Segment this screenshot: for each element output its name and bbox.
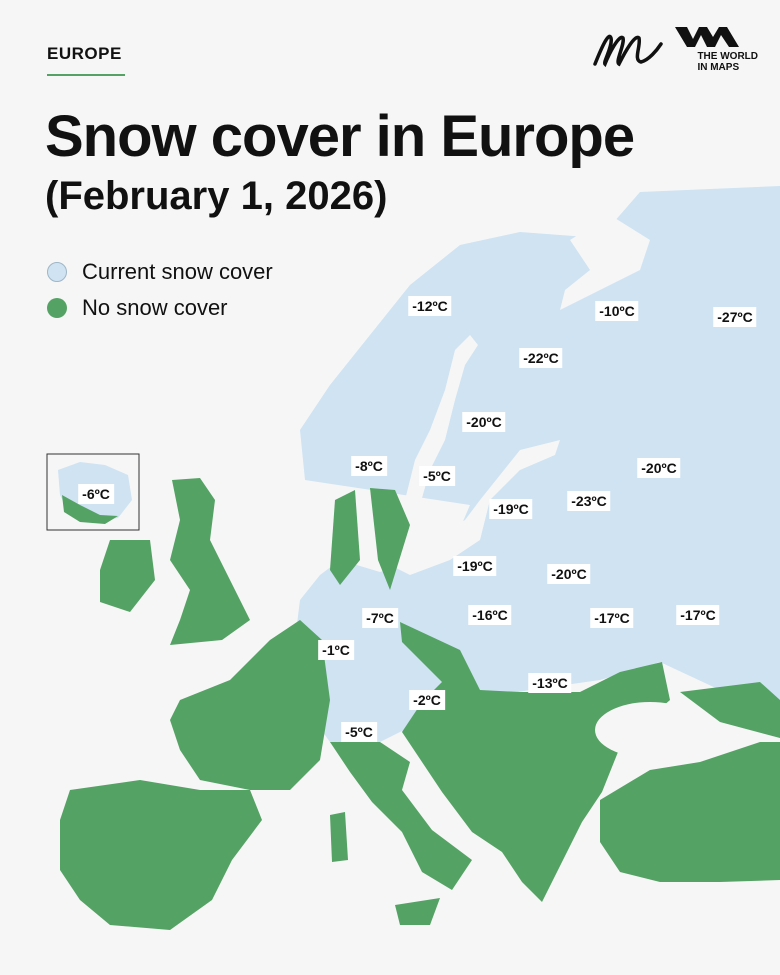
temp-label: -13ºC bbox=[528, 673, 572, 693]
no-snow-swatch bbox=[47, 298, 67, 318]
legend-label: No snow cover bbox=[82, 295, 228, 320]
page-subtitle: (February 1, 2026) bbox=[45, 174, 388, 218]
temp-label: -23ºC bbox=[567, 491, 611, 511]
no-snow-regions bbox=[60, 478, 780, 930]
temp-label: -2ºC bbox=[409, 690, 445, 710]
temp-label: -8ºC bbox=[351, 456, 387, 476]
m-signature-logo bbox=[593, 34, 664, 68]
logo-text-line-1: THE WORLD bbox=[697, 51, 758, 62]
sicily bbox=[395, 898, 440, 925]
temp-label: -5ºC bbox=[419, 466, 455, 486]
sardinia bbox=[330, 812, 348, 862]
black-sea bbox=[595, 702, 705, 758]
legend-item-snow: Current snow cover bbox=[47, 254, 273, 290]
snow-cover-region bbox=[295, 186, 780, 742]
temp-label: -27ºC bbox=[713, 307, 757, 327]
balkans bbox=[400, 622, 670, 902]
baltic-sea bbox=[340, 335, 478, 560]
temp-label: -17ºC bbox=[590, 608, 634, 628]
iceland-coast bbox=[62, 495, 118, 524]
caucasus bbox=[680, 682, 780, 738]
temp-label: -7ºC bbox=[362, 608, 398, 628]
great-britain bbox=[170, 478, 250, 645]
france bbox=[170, 620, 330, 790]
brand-logos: THE WORLD IN MAPS bbox=[591, 24, 758, 74]
temp-label: -12ºC bbox=[408, 296, 452, 316]
temp-label: -20ºC bbox=[637, 458, 681, 478]
baltic-sea-south bbox=[380, 440, 560, 575]
temp-label: -22ºC bbox=[519, 348, 563, 368]
page-title: Snow cover in Europe bbox=[45, 104, 635, 169]
turkey bbox=[600, 742, 780, 882]
temp-label: -1ºC bbox=[318, 640, 354, 660]
italy bbox=[330, 742, 472, 890]
southern-sweden bbox=[370, 488, 410, 590]
world-in-maps-logo: THE WORLD IN MAPS bbox=[675, 25, 758, 73]
white-sea bbox=[560, 215, 650, 310]
section-label: EUROPE bbox=[47, 44, 122, 63]
denmark bbox=[330, 490, 360, 585]
temp-label: -16ºC bbox=[468, 605, 512, 625]
iberia bbox=[60, 780, 262, 930]
temp-label: -20ºC bbox=[462, 412, 506, 432]
legend-item-no-snow: No snow cover bbox=[47, 290, 273, 326]
legend-label: Current snow cover bbox=[82, 259, 273, 284]
temp-label: -10ºC bbox=[595, 301, 639, 321]
temp-label: -20ºC bbox=[547, 564, 591, 584]
temp-label: -19ºC bbox=[489, 499, 533, 519]
snow-swatch bbox=[47, 262, 67, 282]
logo-text-line-2: IN MAPS bbox=[697, 62, 740, 73]
temp-label: -6ºC bbox=[78, 484, 114, 504]
ireland bbox=[100, 540, 155, 612]
legend: Current snow cover No snow cover bbox=[47, 254, 273, 326]
temp-label: -19ºC bbox=[453, 556, 497, 576]
temp-label: -17ºC bbox=[676, 605, 720, 625]
wm-mark-icon bbox=[675, 27, 740, 47]
section-underline bbox=[47, 74, 125, 76]
temp-label: -5ºC bbox=[341, 722, 377, 742]
